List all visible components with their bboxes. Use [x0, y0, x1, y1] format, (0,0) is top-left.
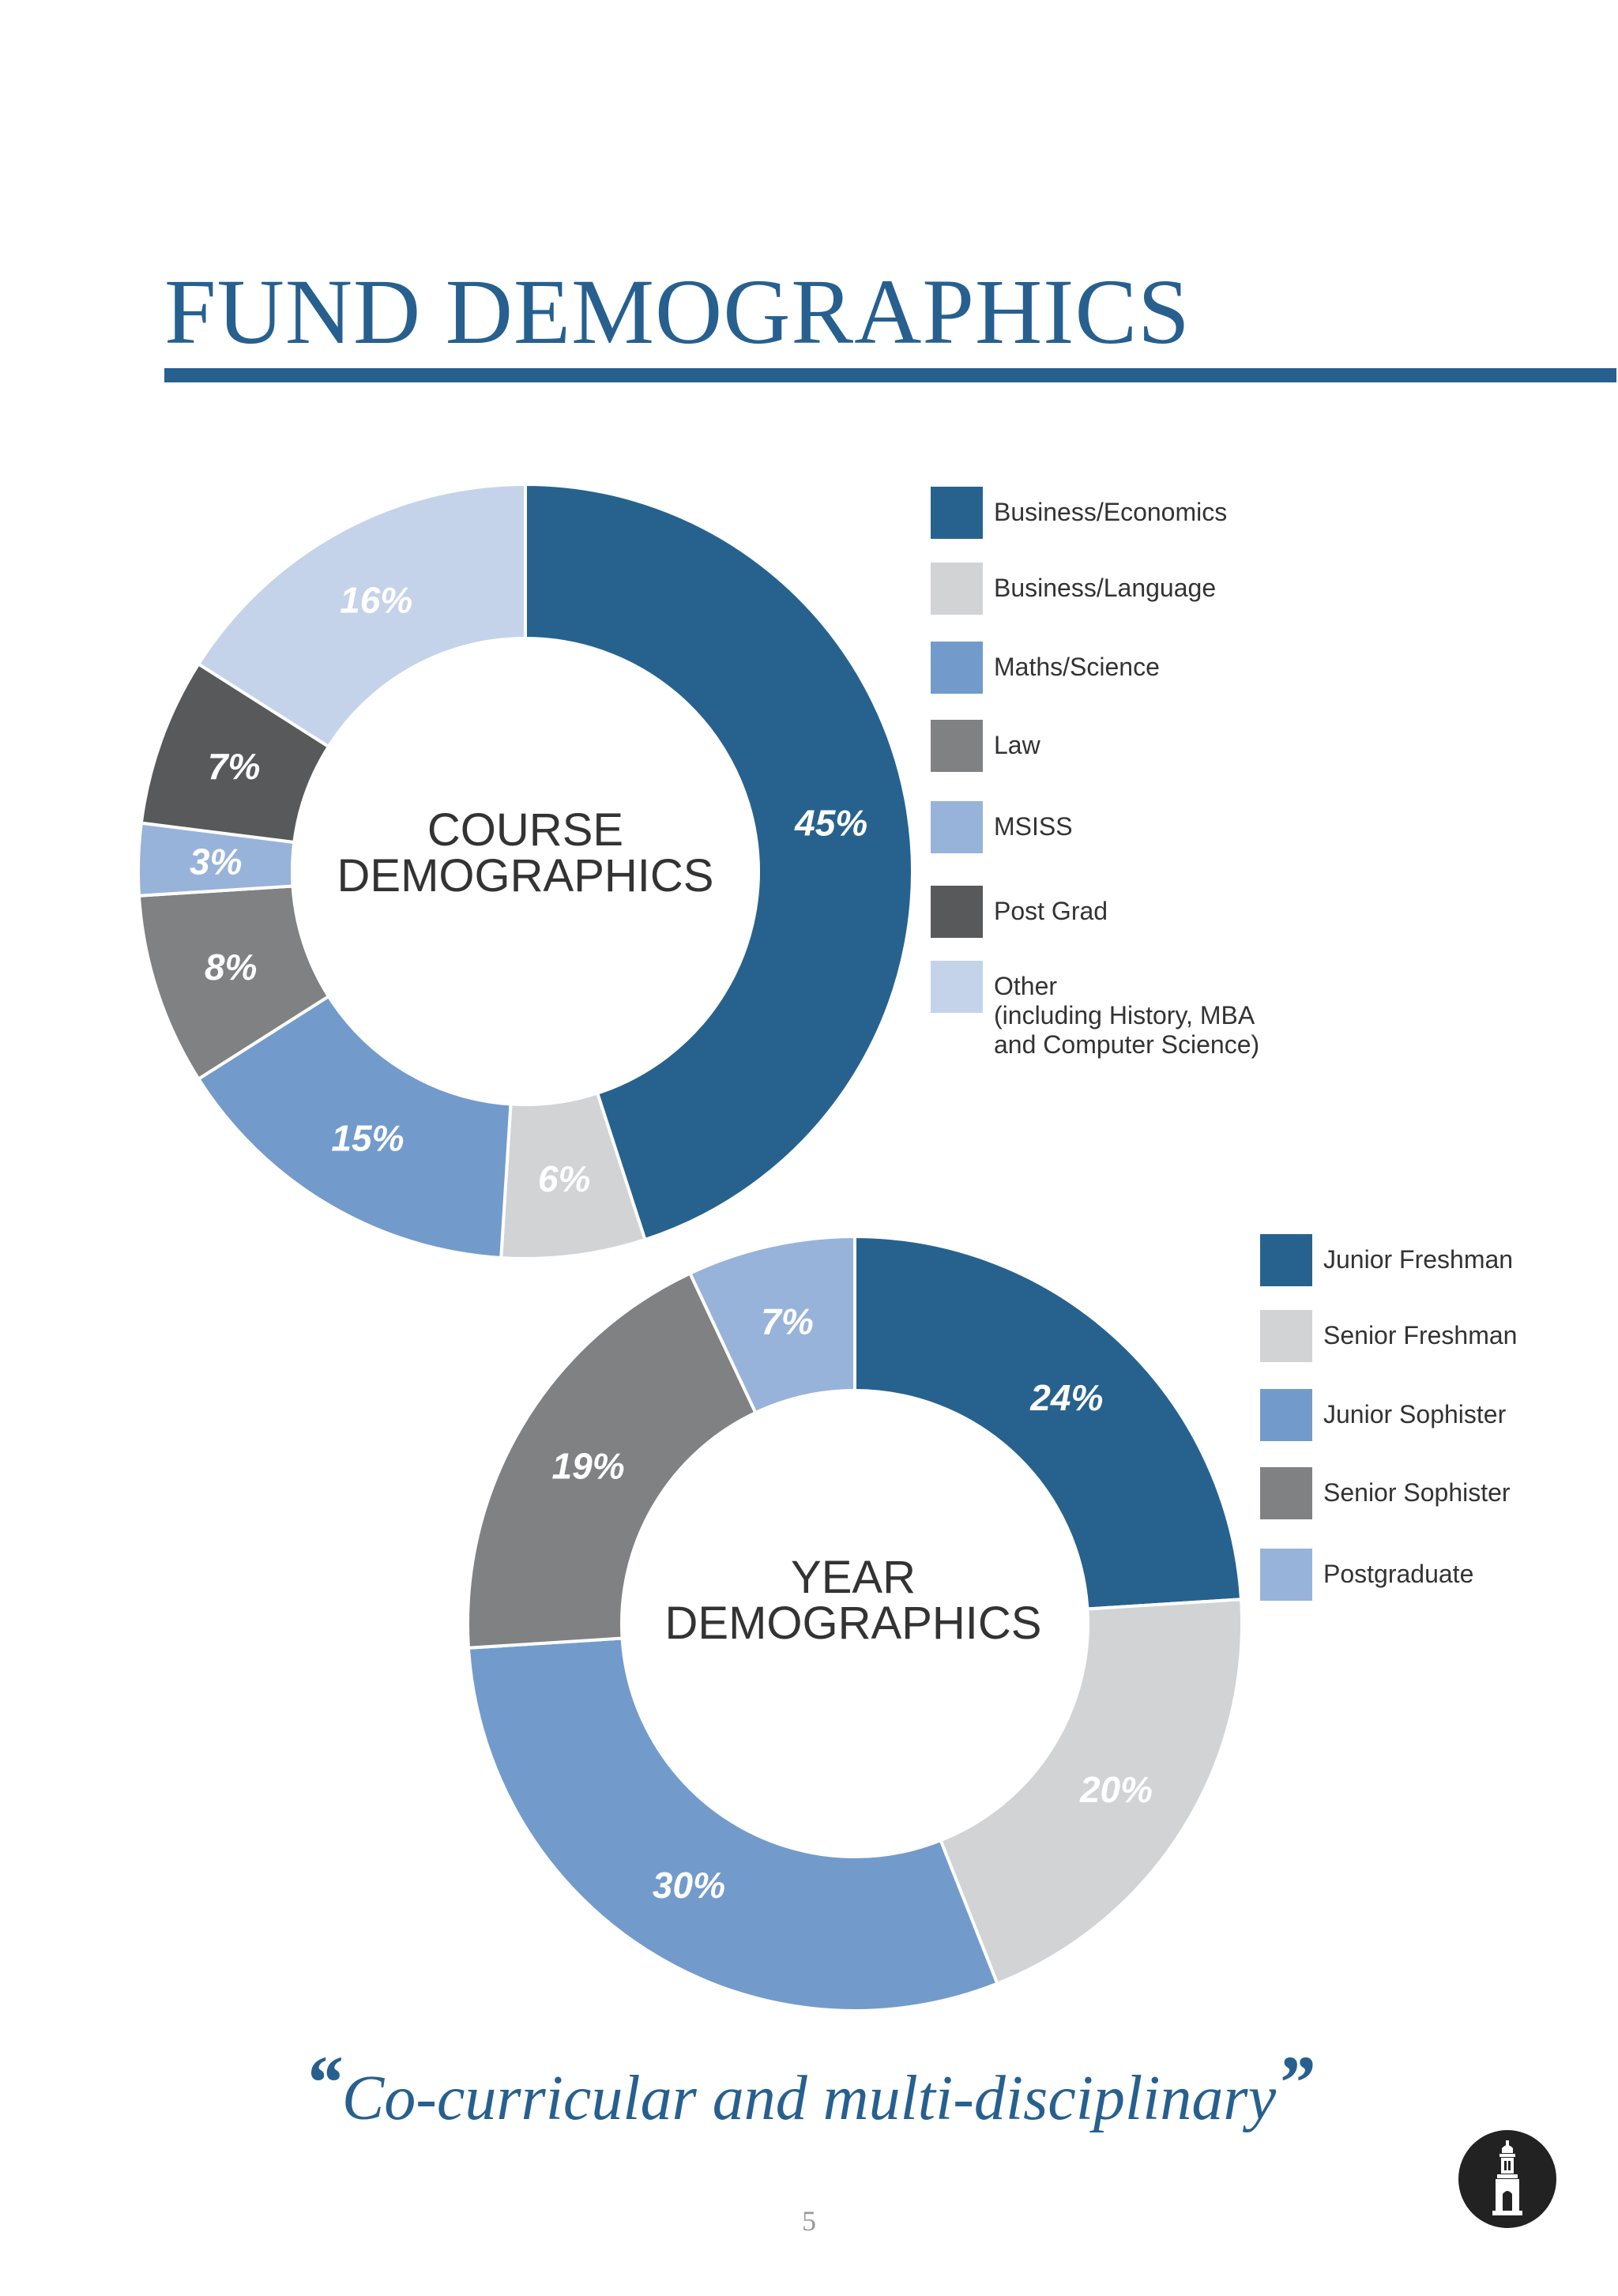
- center-label-line-1: COURSE: [427, 804, 624, 856]
- legend-label: Postgraduate: [1323, 1560, 1474, 1588]
- legend-swatch: [1260, 1234, 1312, 1286]
- page-number: 5: [802, 2205, 816, 2237]
- legend-label: MSISS: [994, 812, 1073, 841]
- pull-quote: “Co-curricular and multi-disciplinary”: [0, 2043, 1618, 2138]
- slice-data-label: 20%: [1079, 1769, 1153, 1810]
- slice-data-label: 8%: [205, 947, 257, 988]
- donut-slice: [687, 1234, 856, 1415]
- legend-swatch: [931, 563, 983, 615]
- legend-label: Business/Economics: [994, 498, 1228, 526]
- legend-swatch: [1260, 1549, 1312, 1601]
- title-rule: [164, 368, 1616, 382]
- slice-data-label: 24%: [1029, 1377, 1103, 1418]
- donut-slice: [466, 1270, 758, 1650]
- slice-data-label: 6%: [538, 1158, 590, 1199]
- legend-label: Junior Sophister: [1323, 1400, 1507, 1428]
- legend-swatch: [931, 961, 983, 1013]
- legend-label: Maths/Science: [994, 653, 1160, 681]
- center-label-line-2: DEMOGRAPHICS: [664, 1598, 1042, 1649]
- legend-label: Senior Sophister: [1323, 1478, 1511, 1507]
- legend-label: Senior Freshman: [1323, 1321, 1518, 1349]
- donut-slice: [466, 1636, 999, 2012]
- slice-data-label: 19%: [552, 1445, 625, 1486]
- year-demographics-center-label: YEAR DEMOGRAPHICS: [656, 1555, 1051, 1647]
- legend-swatch: [1260, 1389, 1312, 1441]
- legend-label: Law: [994, 731, 1040, 759]
- legend-swatch: [931, 720, 983, 772]
- slice-data-label: 45%: [794, 803, 867, 844]
- legend-swatch: [1260, 1310, 1312, 1362]
- donut-slice: [196, 994, 513, 1260]
- legend-swatch: [931, 642, 983, 694]
- donut-slice: [524, 482, 914, 1242]
- slice-data-label: 7%: [761, 1300, 813, 1342]
- donut-slice: [939, 1598, 1244, 1986]
- slice-data-label: 15%: [331, 1117, 404, 1158]
- donut-slice: [196, 482, 527, 749]
- page-title: FUND DEMOGRAPHICS: [164, 260, 1191, 363]
- legend-label: Business/Language: [994, 574, 1217, 602]
- donut-slice: [853, 1234, 1244, 1611]
- center-label-line-1: YEAR: [791, 1552, 916, 1603]
- slice-data-label: 7%: [208, 746, 260, 787]
- legend-label: Junior Freshman: [1323, 1245, 1514, 1274]
- open-quote-mark: “: [303, 2040, 342, 2125]
- campanile-tower-icon: [1458, 2130, 1556, 2228]
- legend-swatch: [931, 886, 983, 938]
- slice-data-label: 30%: [653, 1865, 725, 1906]
- slice-data-label: 3%: [190, 841, 242, 883]
- slice-data-label: 16%: [340, 579, 412, 620]
- legend-label: Other (including History, MBA and Comput…: [994, 972, 1260, 1059]
- legend-label: Post Grad: [994, 897, 1108, 925]
- center-label-line-2: DEMOGRAPHICS: [337, 850, 714, 901]
- quote-text: Co-curricular and multi-disciplinary: [341, 2064, 1277, 2133]
- legend-swatch: [931, 801, 983, 853]
- close-quote-mark: ”: [1276, 2040, 1315, 2125]
- course-demographics-center-label: COURSE DEMOGRAPHICS: [328, 807, 723, 899]
- legend-swatch: [931, 487, 983, 539]
- legend-swatch: [1260, 1467, 1312, 1519]
